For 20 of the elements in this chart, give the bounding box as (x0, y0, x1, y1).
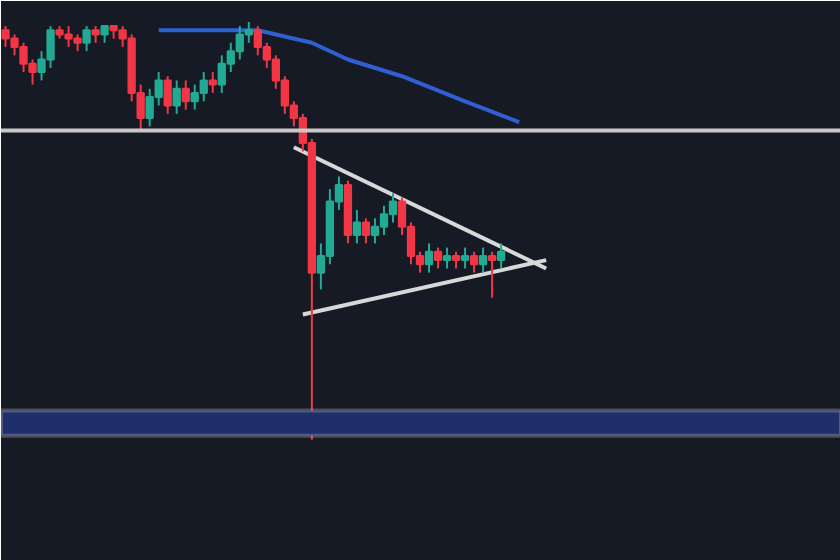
candlestick (199, 71, 208, 103)
candlestick (172, 79, 181, 115)
candlestick (478, 246, 488, 274)
candlestick (379, 204, 389, 237)
candlestick (424, 242, 434, 274)
candlestick (460, 246, 470, 270)
candlestick (388, 192, 398, 224)
candlestick (244, 20, 253, 44)
candlestick (163, 75, 172, 115)
candlestick (352, 208, 362, 245)
candlestick (208, 71, 217, 94)
candlestick (442, 246, 452, 270)
candlestick (433, 246, 443, 270)
candlestick (82, 25, 91, 53)
candlestick (496, 242, 506, 270)
candlestick (361, 217, 371, 245)
candlestick (469, 250, 479, 274)
candlestick (370, 217, 380, 245)
candlestick (487, 250, 497, 299)
candlestick (181, 79, 190, 111)
